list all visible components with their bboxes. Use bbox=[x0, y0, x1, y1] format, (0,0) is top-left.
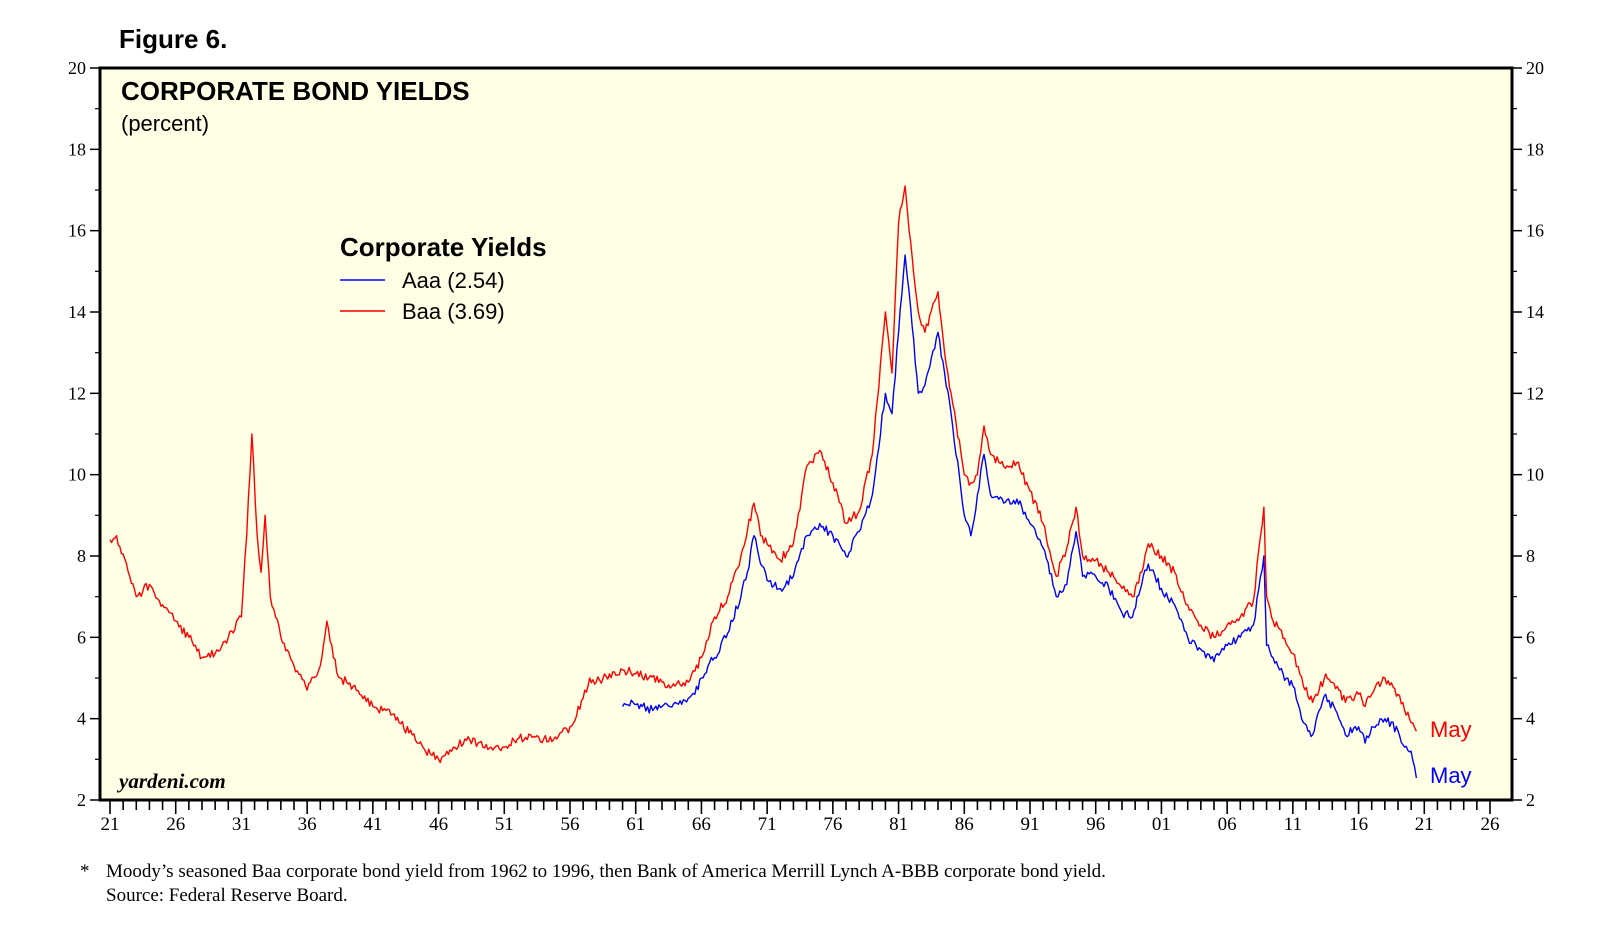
series-line-aaa bbox=[621, 254, 1418, 779]
x-tick-label: 66 bbox=[692, 814, 711, 835]
x-tick-label: 01 bbox=[1152, 814, 1171, 835]
x-tick-label: 16 bbox=[1349, 814, 1368, 835]
y-tick-label-left: 10 bbox=[68, 465, 86, 485]
x-tick-label: 56 bbox=[561, 814, 580, 835]
x-tick-label: 81 bbox=[889, 814, 908, 835]
x-tick-label: 46 bbox=[429, 814, 448, 835]
x-tick-label: 06 bbox=[1218, 814, 1237, 835]
y-tick-label-left: 14 bbox=[68, 302, 86, 322]
x-tick-label: 86 bbox=[955, 814, 974, 835]
chart-subtitle: (percent) bbox=[121, 111, 209, 136]
figure-label: Figure 6. bbox=[119, 24, 228, 54]
y-tick-label-left: 6 bbox=[77, 627, 86, 647]
legend-label-baa: Baa (3.69) bbox=[402, 299, 505, 324]
y-tick-label-left: 12 bbox=[68, 383, 86, 403]
x-tick-label: 36 bbox=[298, 814, 317, 835]
watermark: yardeni.com bbox=[116, 769, 226, 793]
y-tick-label-right: 14 bbox=[1526, 302, 1544, 322]
end-label-baa: May bbox=[1430, 717, 1472, 742]
y-tick-label-left: 20 bbox=[68, 58, 86, 78]
x-tick-label: 76 bbox=[823, 814, 842, 835]
series-lines bbox=[109, 185, 1418, 779]
y-tick-label-right: 10 bbox=[1526, 465, 1544, 485]
legend-title: Corporate Yields bbox=[340, 232, 547, 262]
y-tick-label-left: 18 bbox=[68, 139, 86, 159]
legend-label-aaa: Aaa (2.54) bbox=[402, 268, 505, 293]
x-tick-label: 26 bbox=[1481, 814, 1500, 835]
x-tick-label: 21 bbox=[1415, 814, 1434, 835]
x-tick-label: 61 bbox=[626, 814, 645, 835]
x-tick-label: 71 bbox=[758, 814, 777, 835]
chart-title: CORPORATE BOND YIELDS bbox=[121, 76, 470, 106]
x-tick-label: 21 bbox=[101, 814, 120, 835]
y-tick-label-left: 2 bbox=[77, 790, 86, 810]
y-tick-label-right: 2 bbox=[1526, 790, 1535, 810]
y-tick-label-left: 16 bbox=[68, 221, 86, 241]
y-tick-label-right: 20 bbox=[1526, 58, 1544, 78]
x-tick-label: 26 bbox=[166, 814, 185, 835]
y-tick-label-left: 4 bbox=[77, 709, 86, 729]
plot-frame bbox=[98, 66, 1514, 802]
source-note: Source: Federal Reserve Board. bbox=[106, 885, 348, 906]
legend: Corporate Yields Aaa (2.54) Baa (3.69) bbox=[340, 232, 547, 324]
x-tick-label: 96 bbox=[1086, 814, 1105, 835]
x-tick-label: 91 bbox=[1021, 814, 1040, 835]
plot-background bbox=[100, 68, 1512, 800]
series-line-baa bbox=[109, 185, 1418, 764]
x-tick-label: 41 bbox=[363, 814, 382, 835]
footnote: * Moody’s seasoned Baa corporate bond yi… bbox=[80, 860, 1106, 908]
y-tick-label-right: 16 bbox=[1526, 221, 1544, 241]
x-tick-label: 31 bbox=[232, 814, 251, 835]
y-tick-label-right: 8 bbox=[1526, 546, 1535, 566]
end-label-aaa: May bbox=[1430, 763, 1472, 788]
y-tick-label-right: 4 bbox=[1526, 709, 1535, 729]
y-tick-label-left: 8 bbox=[77, 546, 86, 566]
x-tick-label: 51 bbox=[495, 814, 514, 835]
x-tick-label: 11 bbox=[1284, 814, 1302, 835]
y-tick-label-right: 18 bbox=[1526, 139, 1544, 159]
y-tick-label-right: 12 bbox=[1526, 383, 1544, 403]
y-tick-label-right: 6 bbox=[1526, 627, 1535, 647]
footnote-text: Moody’s seasoned Baa corporate bond yiel… bbox=[106, 861, 1106, 882]
footnote-marker: * bbox=[80, 861, 90, 882]
